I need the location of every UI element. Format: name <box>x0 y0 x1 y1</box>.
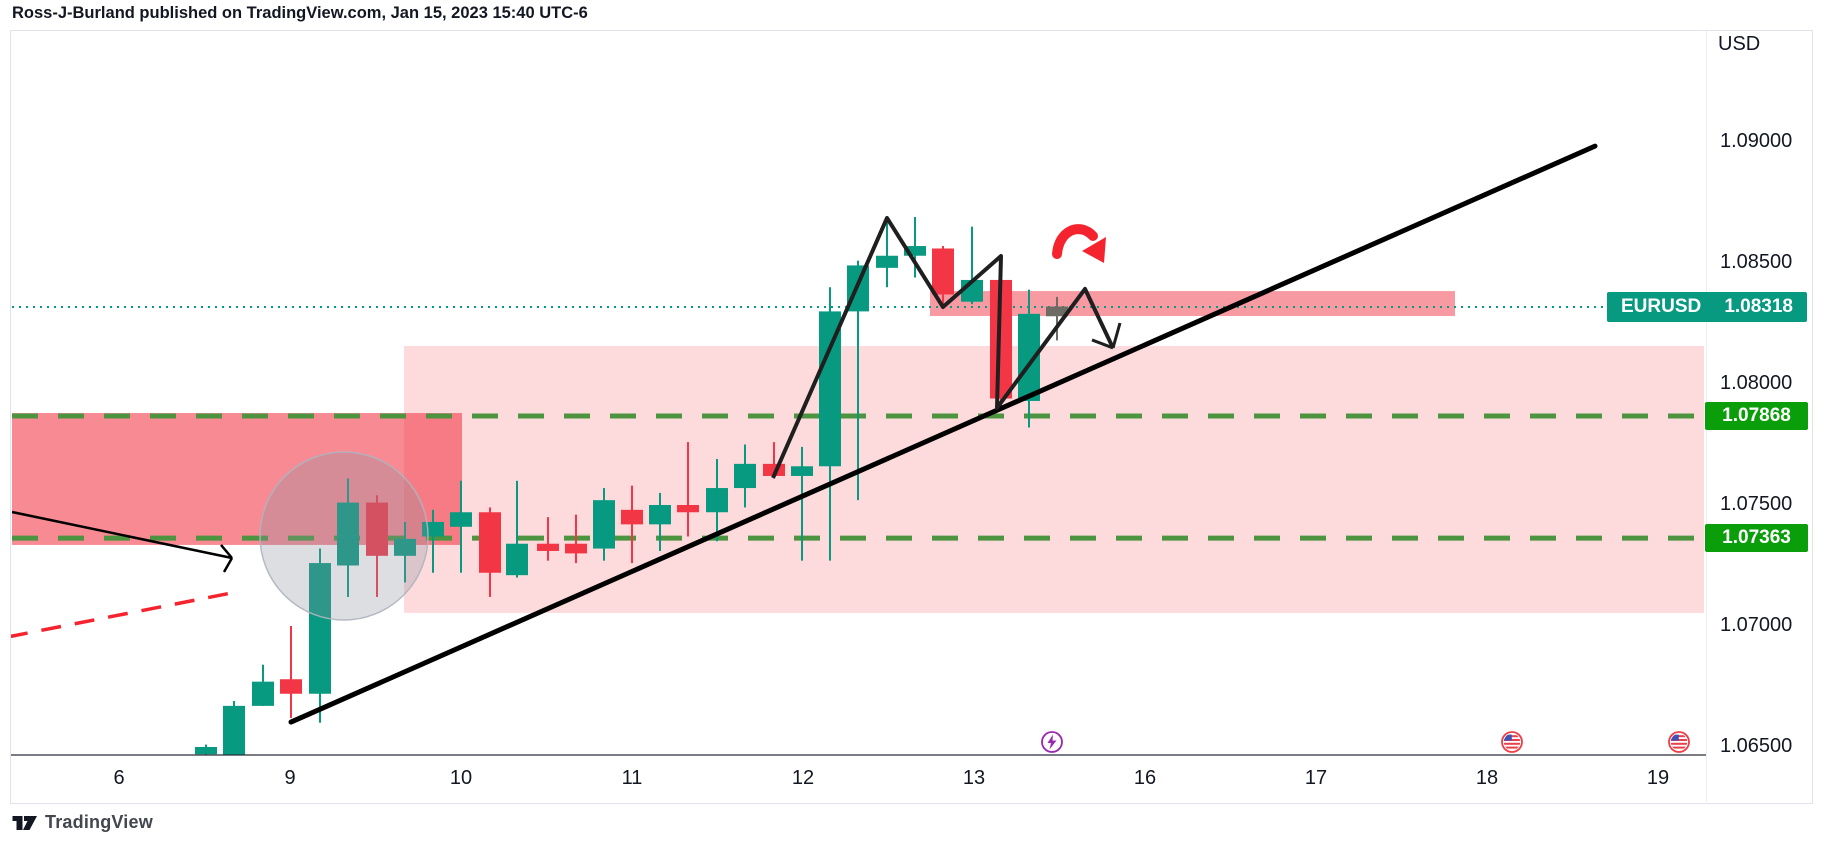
candle-body <box>337 502 359 566</box>
candle-body <box>506 543 528 576</box>
candle-body <box>223 705 245 755</box>
candle-body <box>450 512 472 527</box>
support-level-badge-1: 1.07868 <box>1705 401 1808 430</box>
zigzag-arrowhead <box>1091 338 1114 350</box>
symbol-label: EURUSD <box>1621 296 1702 318</box>
demand-zone-main <box>404 346 1704 613</box>
candle-body <box>195 747 217 755</box>
candle-body <box>1046 306 1068 317</box>
candle-body <box>1018 313 1040 401</box>
candle-body <box>677 505 699 513</box>
tradingview-logo-text: TradingView <box>45 812 153 832</box>
candle-body <box>876 255 898 268</box>
flash-event-icon[interactable] <box>1040 730 1064 754</box>
candle-body <box>904 246 926 256</box>
candle-body <box>706 488 728 513</box>
candle-body <box>932 248 954 295</box>
candle-body <box>252 681 274 706</box>
candle-body <box>309 563 331 694</box>
candle-body <box>791 466 813 476</box>
us-economic-event-icon[interactable] <box>1667 730 1691 754</box>
entry-arrow <box>11 510 233 560</box>
candle-body <box>537 543 559 551</box>
candle-body <box>280 679 302 694</box>
last-price-value: 1.08318 <box>1724 296 1793 318</box>
candle-body <box>819 311 841 467</box>
red-curved-arrow <box>1052 224 1098 259</box>
candle-body <box>479 512 501 573</box>
resistance-band <box>930 291 1455 316</box>
candle-body <box>621 509 643 525</box>
tradingview-attribution[interactable]: TradingView <box>12 812 153 833</box>
tradingview-logo-icon <box>12 815 37 830</box>
highlight-circle <box>259 451 429 621</box>
last-price-badge: EURUSD 1.08318 <box>1607 292 1807 323</box>
candle-body <box>649 505 671 525</box>
attribution-text: Ross-J-Burland published on TradingView.… <box>12 4 588 22</box>
support-level-badge-2: 1.07363 <box>1705 524 1808 553</box>
candle-body <box>394 538 416 556</box>
zigzag-projection <box>771 215 1115 479</box>
candle-body <box>593 500 615 549</box>
candle-body <box>734 463 756 489</box>
ascending-trendline <box>288 143 1598 725</box>
candle-body <box>366 502 388 556</box>
entry-arrowhead <box>220 544 233 559</box>
red-curved-arrowhead <box>1082 237 1106 263</box>
us-economic-event-icon[interactable] <box>1500 730 1524 754</box>
candle-body <box>565 543 587 554</box>
zigzag-arrowhead <box>1111 322 1122 349</box>
entry-arrowhead <box>222 557 234 573</box>
red-dashed-trendline <box>11 590 238 639</box>
candle-body <box>990 279 1012 399</box>
